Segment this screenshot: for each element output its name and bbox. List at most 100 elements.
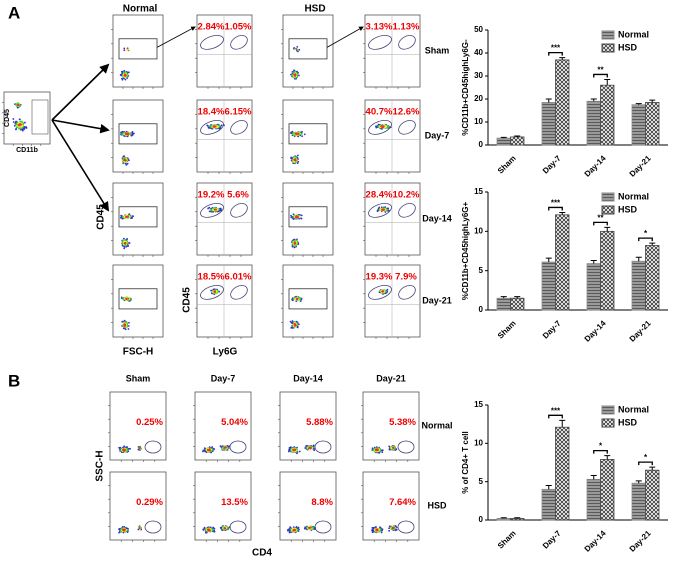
event-dot [391,527,394,529]
bar [586,263,601,311]
bar [510,518,525,521]
x-tick-label: Sham [496,529,518,551]
event-dot [123,74,126,77]
y-tick-label: 40 [474,48,483,57]
event-dot [125,298,128,300]
plot-frame [112,182,164,256]
percent: 18.4% [198,107,225,118]
event-dot [123,245,126,248]
event-dot [381,208,384,211]
event-dot [289,320,292,323]
legend-swatch [601,405,615,415]
gate [230,120,248,135]
label: CD45 [4,109,11,127]
percent: 40.7% [366,107,393,118]
legend-swatch [601,30,615,40]
plot-frame [196,99,253,173]
bar [631,482,646,521]
event-dot [131,215,134,218]
significance: *** [551,406,561,415]
event-dot [294,323,296,326]
event-dot [213,527,216,530]
event-dot [123,155,126,158]
panel-label: B [8,371,20,390]
percent: 12.6% [393,107,420,118]
significance-bracket [548,414,563,419]
event-dot [295,133,298,135]
bar [510,136,525,146]
event-dot [126,47,129,50]
plot-frame [364,264,421,338]
event-dot [24,121,26,124]
percent: 7.64% [389,497,416,508]
event-dot [214,290,216,293]
bar [586,100,601,146]
percent: 6.15% [225,107,252,118]
event-dot [388,527,390,530]
event-dot [298,450,301,453]
bar [645,245,660,311]
event-dot [295,320,298,323]
label: Day-7 [211,373,236,383]
event-dot [137,528,140,531]
event-dot [380,531,383,534]
percent: 5.88% [306,417,333,428]
gate [229,440,247,454]
event-dot [219,445,222,448]
event-dot [296,238,298,241]
event-dot [128,321,130,324]
plot-frame [282,182,334,256]
axis-label: SSC-H [95,450,106,481]
gate [118,288,158,310]
error-bar [635,480,642,484]
error-bar [559,419,566,428]
event-dot [290,214,292,217]
event-dot [124,78,127,81]
event-dot [382,125,384,128]
event-dot [124,162,127,165]
error-bar [514,135,521,137]
y-tick-label: 0 [479,515,484,524]
significance: ** [597,214,604,223]
x-tick-label: Day-21 [628,153,653,178]
event-dot [128,242,131,244]
event-dot [295,297,298,300]
plot-frame [112,99,164,173]
x-tick-label: Day-21 [628,318,653,343]
error-bar [635,256,642,262]
legend-label: HSD [618,204,638,214]
event-dot [295,452,298,455]
percent: 19.2% [198,190,225,201]
percent: 2.84% [198,22,225,33]
bar [496,137,511,146]
event-dot [224,527,227,530]
y-axis-label: %CD11b+CD45highLy6G- [461,39,470,136]
percent: 6.01% [225,272,252,283]
event-dot [303,133,306,136]
event-dot [290,132,293,135]
event-dot [293,159,296,162]
error-bar [500,296,507,299]
gate [200,119,224,135]
event-dot [124,159,127,162]
event-dot [293,241,296,244]
gate [144,520,162,534]
error-bar [604,455,611,460]
bar [496,297,511,311]
event-dot [296,215,299,218]
event-dot [204,450,207,453]
event-dot [296,74,299,77]
event-dot [119,450,121,452]
gate [368,119,392,135]
gate [288,123,328,145]
label: Day-7 [425,130,450,140]
arrow [51,119,110,212]
y-tick-label: 50 [474,25,483,34]
event-dot [299,297,302,300]
event-dot [214,208,216,211]
error-bar [649,99,656,103]
plot-frame [196,182,253,256]
percent: 5.6% [227,190,249,201]
bar [631,104,646,146]
axis-label: CD45 [182,287,193,313]
